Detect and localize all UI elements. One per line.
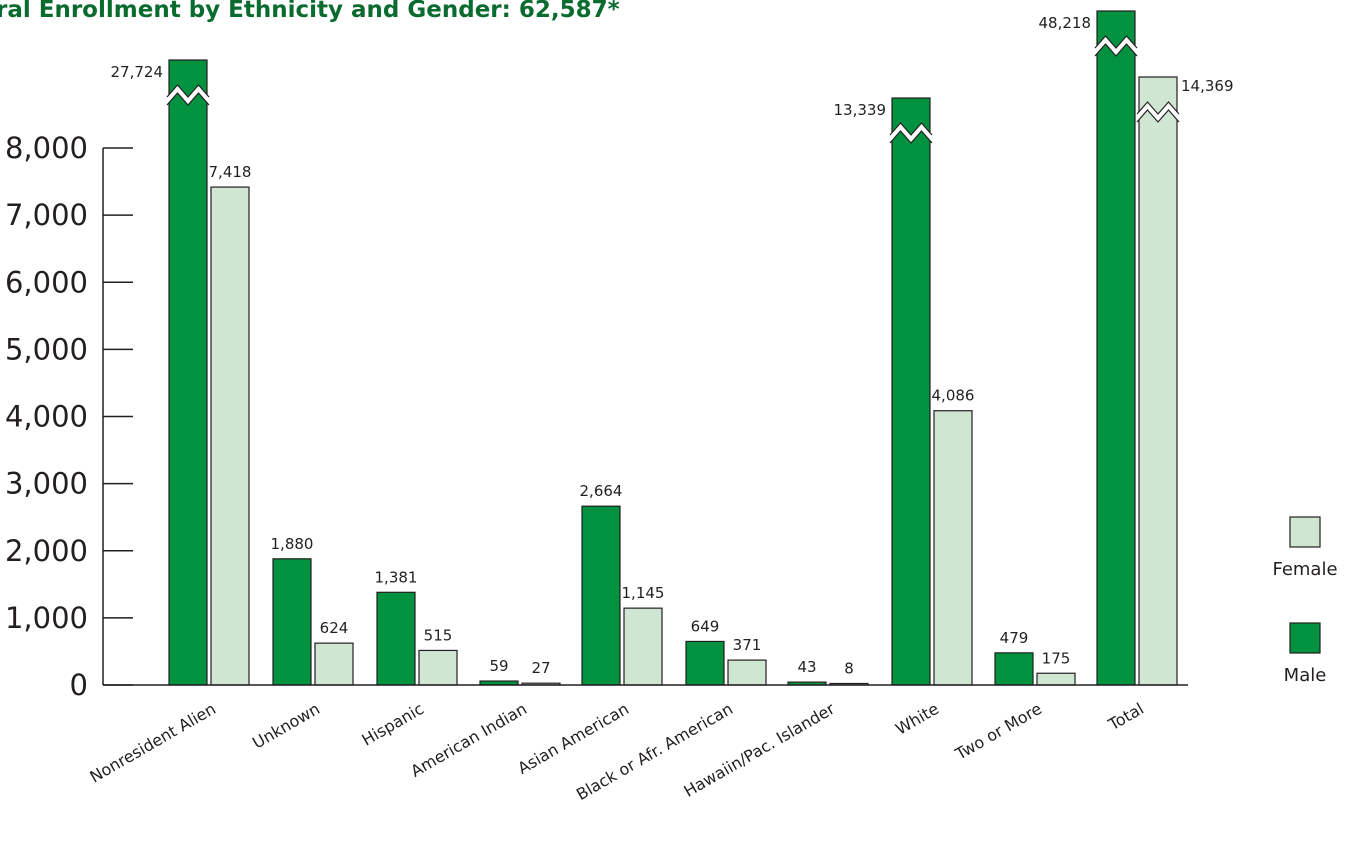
axis-break-band (890, 123, 932, 143)
data-label-male: 2,664 (580, 482, 623, 500)
x-tick-label: Total (1104, 699, 1147, 735)
axis-break-band (167, 85, 209, 105)
bar-male (581, 505, 621, 686)
y-tick-label: 8,000 (5, 131, 88, 165)
data-label-male: 48,218 (1039, 14, 1092, 32)
legend-label-male: Male (1284, 665, 1327, 686)
axis-break-edge (889, 122, 933, 136)
data-labels: 27,724 7,418 1,880 624 1,381 515 59 27 2,664 1,14… (111, 14, 1234, 678)
bar-female (314, 642, 354, 686)
data-label-male: 479 (1000, 629, 1029, 647)
bar-male (891, 97, 931, 686)
chart-title: ral Enrollment by Ethnicity and Gender: … (0, 0, 620, 23)
data-label-female: 27 (531, 659, 550, 677)
y-tick-label: 4,000 (5, 400, 88, 434)
axis-break-edge (166, 92, 210, 106)
data-label-female: 515 (424, 626, 453, 644)
x-tick-label: White (892, 699, 942, 739)
bar-male (685, 640, 725, 686)
data-label-female: 8 (844, 660, 854, 678)
bar-female (623, 607, 663, 686)
data-label-male: 13,339 (834, 101, 887, 119)
x-tick-label: Nonresident Alien (86, 699, 219, 786)
bar-female (1138, 76, 1178, 686)
legend-label-female: Female (1272, 559, 1337, 580)
x-tick-label: Hispanic (358, 699, 427, 750)
bar-female (727, 659, 767, 686)
bar-female (418, 649, 458, 686)
data-label-female: 7,418 (209, 163, 252, 181)
bars (166, 10, 1180, 686)
y-tick-label: 6,000 (5, 265, 88, 299)
data-label-male: 649 (691, 617, 720, 635)
bar-male (994, 652, 1034, 686)
bar-female (933, 410, 973, 686)
bar-male (376, 591, 416, 686)
y-tick-label: 7,000 (5, 198, 88, 232)
y-tick-label: 5,000 (5, 332, 88, 366)
bar-male (1096, 10, 1136, 686)
data-label-female: 14,369 (1181, 77, 1234, 95)
y-tick-label: 1,000 (5, 601, 88, 635)
legend-swatch-male (1289, 622, 1321, 654)
x-axis: Nonresident Alien Unknown HispanicAmerican… (86, 684, 1188, 804)
data-label-male: 43 (797, 658, 816, 676)
y-tick-label: 3,000 (5, 467, 88, 501)
bar-male (168, 59, 208, 686)
axis-break-edge (1136, 101, 1180, 115)
data-label-male: 59 (489, 657, 508, 675)
x-tick-label: American Indian (407, 699, 530, 781)
bar-male (272, 558, 312, 686)
x-tick-label: Unknown (249, 699, 323, 753)
axis-break-edge (166, 84, 210, 98)
bar-female (210, 186, 250, 686)
data-label-male: 1,880 (271, 535, 314, 553)
axis-break-band (1137, 102, 1179, 122)
legend: Female Male (1272, 516, 1338, 686)
data-label-male: 1,381 (375, 568, 418, 586)
data-label-female: 371 (733, 636, 762, 654)
y-axis: 0 1,000 2,000 3,000 4,000 5,000 6,000 7,000 8,00… (5, 131, 133, 702)
data-label-female: 1,145 (622, 584, 665, 602)
data-label-female: 4,086 (932, 387, 975, 405)
axis-break-band (1095, 36, 1137, 56)
y-tick-label: 2,000 (5, 534, 88, 568)
y-tick-label: 0 (70, 668, 88, 702)
data-label-female: 624 (320, 619, 349, 637)
bar-female (1036, 672, 1076, 686)
data-label-female: 175 (1042, 649, 1071, 667)
x-tick-label: Two or More (951, 699, 1045, 764)
axis-break-edge (1136, 109, 1180, 123)
legend-swatch-female (1289, 516, 1321, 548)
axis-break-edge (1094, 35, 1138, 49)
axis-break-edge (889, 130, 933, 144)
data-label-male: 27,724 (111, 63, 164, 81)
axis-break-edge (1094, 43, 1138, 57)
